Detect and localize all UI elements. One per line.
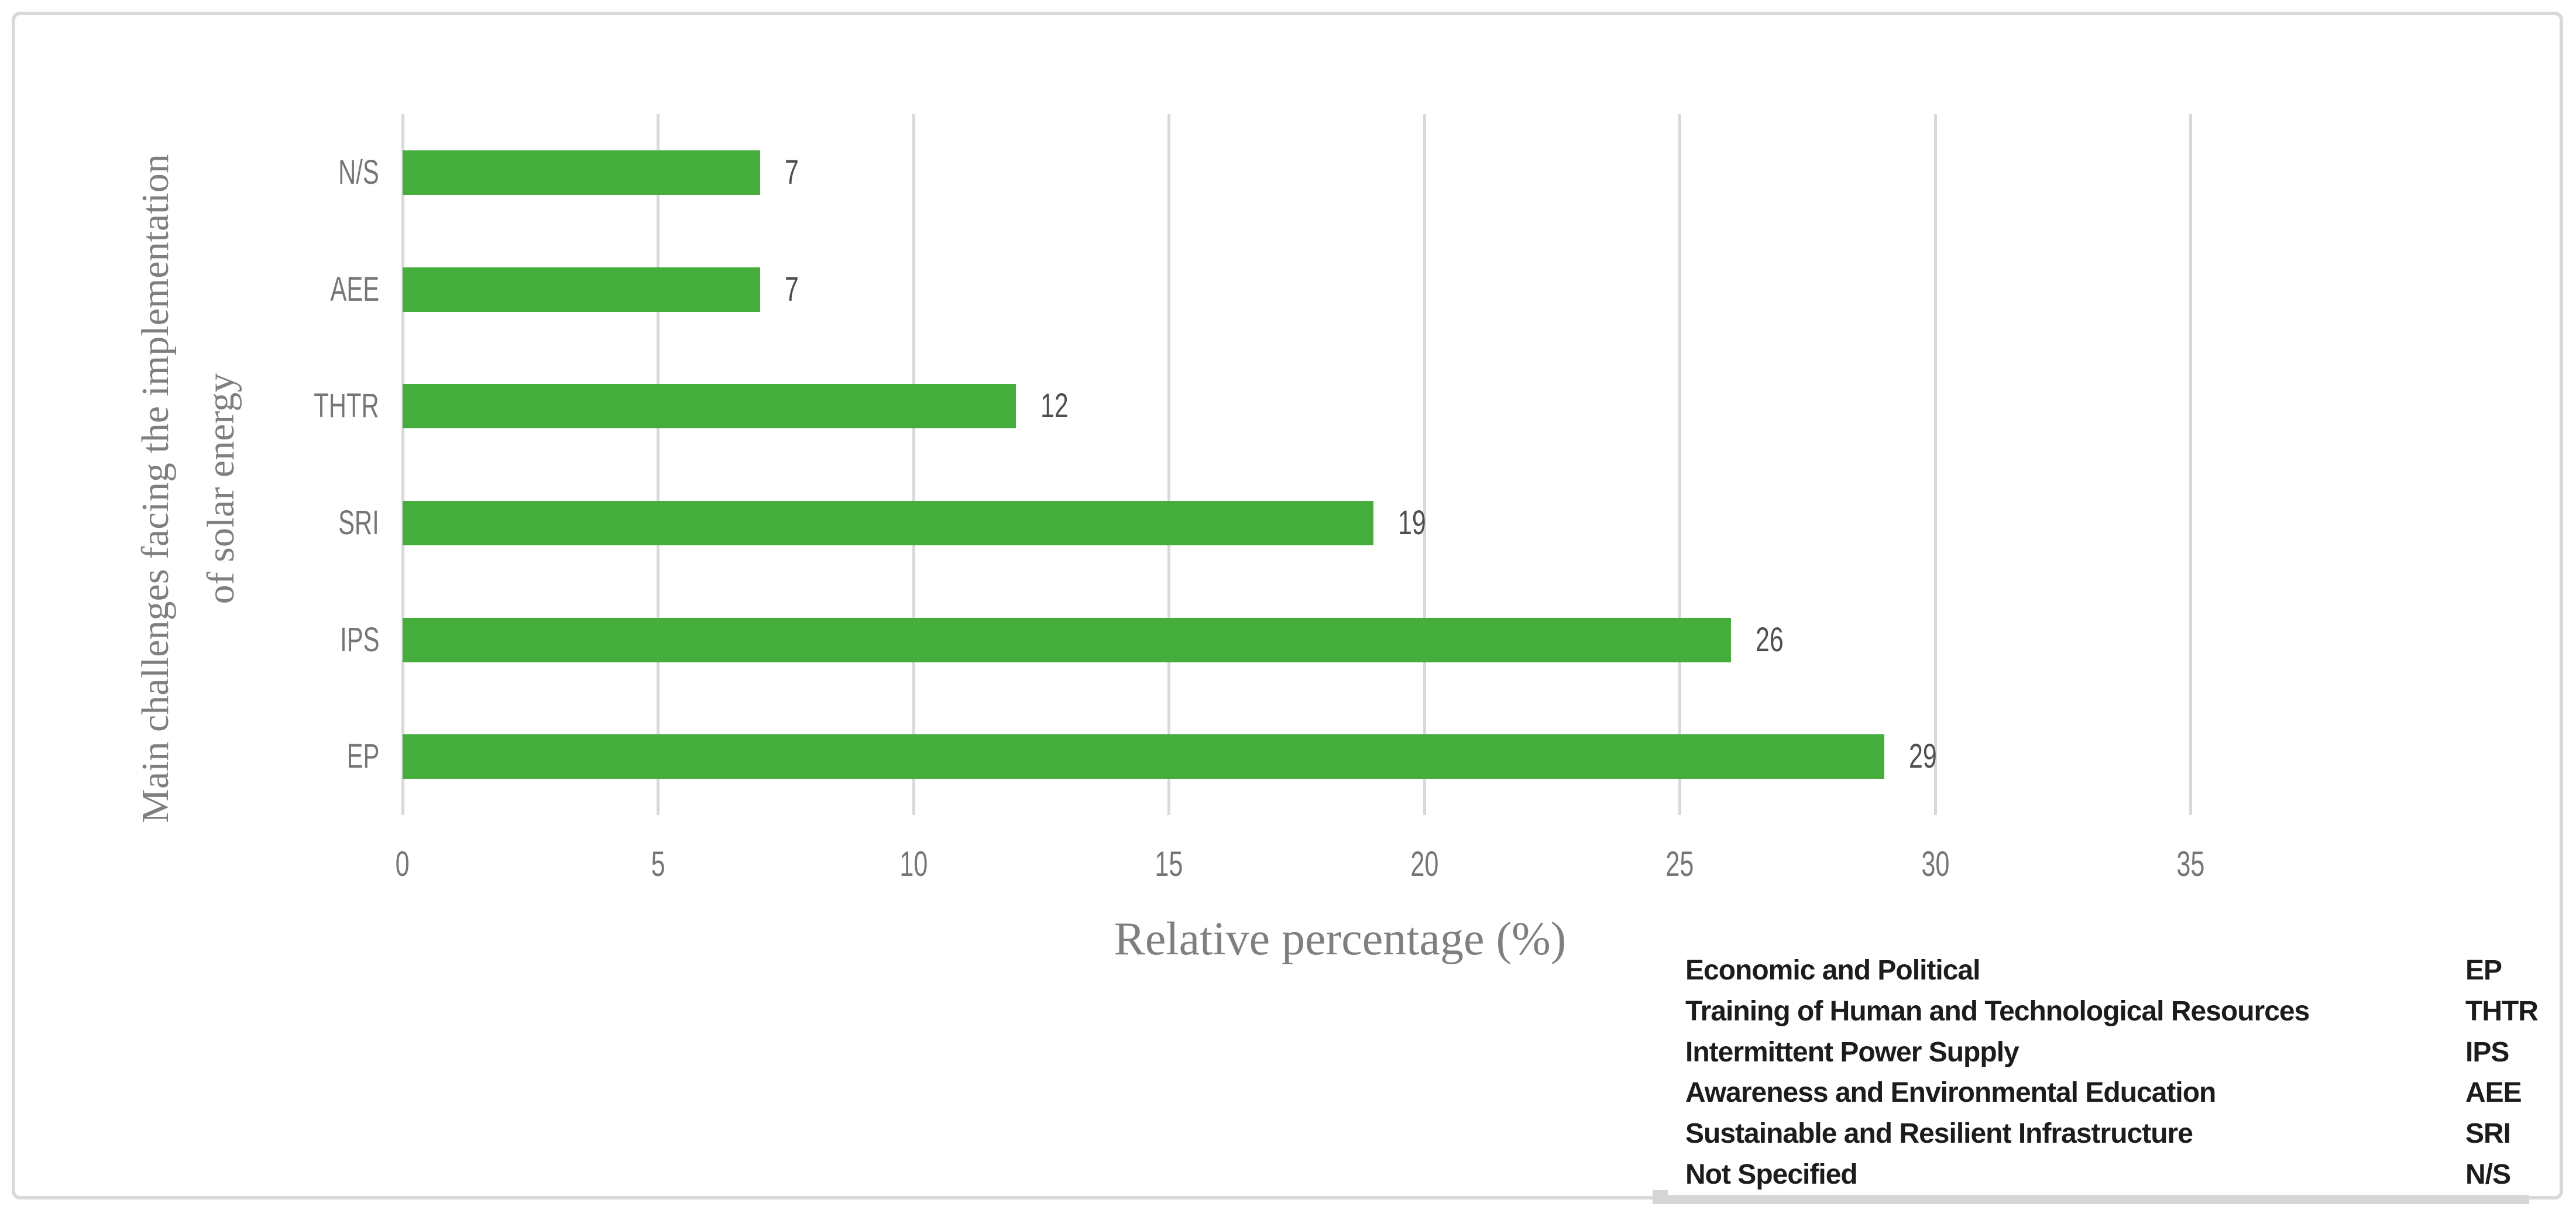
legend-label: Awareness and Environmental Education [1685, 1077, 2216, 1109]
gridline-x-30 [1933, 114, 1937, 815]
legend-table: Economic and Political EP Training of Huma… [1668, 950, 2548, 1195]
bar-ips [403, 617, 1731, 662]
gridline-x-5 [657, 114, 660, 815]
category-label-text: THTR [314, 387, 379, 425]
y-axis-title-line2: of solar energy [200, 373, 243, 604]
category-label-ep: EP [145, 734, 379, 779]
x-tick-value: 20 [1410, 844, 1439, 884]
category-label-sri: SRI [145, 501, 379, 545]
category-label-thtr: THTR [145, 384, 379, 428]
y-axis-title: Main challenges facing the implementatio… [123, 108, 263, 869]
legend-row-ips: Intermittent Power Supply IPS [1668, 1032, 2548, 1072]
x-tick-value: 5 [651, 844, 665, 884]
data-label-value: 19 [1397, 503, 1426, 542]
legend-abbreviation: AEE [2465, 1077, 2522, 1109]
data-label-value: 12 [1040, 387, 1069, 425]
category-label-text: N/S [338, 153, 379, 191]
gridline-x-35 [2189, 114, 2192, 815]
gridline-x-0 [401, 114, 404, 815]
data-label-value: 26 [1755, 620, 1784, 659]
category-label-ips: IPS [145, 618, 379, 662]
category-label-aee: AEE [145, 267, 379, 312]
category-label-text: EP [346, 737, 379, 776]
y-axis-title-line1: Main challenges facing the implementatio… [134, 154, 177, 823]
x-tick-value: 0 [395, 844, 410, 884]
x-tick-value: 35 [2176, 844, 2205, 884]
x-tick-label: 15 [1099, 844, 1239, 885]
legend-abbreviation: SRI [2465, 1118, 2511, 1149]
legend-label: Not Specified [1685, 1159, 1858, 1190]
data-label-value: 7 [785, 153, 799, 191]
legend-abbreviation: N/S [2465, 1159, 2511, 1190]
gridline-x-15 [1167, 114, 1170, 815]
x-tick-value: 30 [1921, 844, 1950, 884]
x-tick-label: 25 [1610, 844, 1750, 885]
category-label-text: AEE [330, 270, 379, 308]
x-tick-label: 5 [588, 844, 729, 885]
category-label-ns: N/S [145, 150, 379, 195]
x-tick-value: 10 [899, 844, 928, 884]
legend-row-aee: Awareness and Environmental Education AEE [1668, 1072, 2548, 1113]
legend-row-ns: Not Specified N/S [1668, 1154, 2548, 1195]
category-label-text: IPS [339, 620, 379, 659]
data-label-ns: 7 [785, 153, 803, 191]
legend-abbreviation: THTR [2465, 995, 2539, 1027]
data-label-value: 7 [785, 270, 799, 308]
legend-label: Training of Human and Technological Reso… [1685, 995, 2310, 1027]
category-label-text: SRI [338, 503, 379, 542]
legend-row-ep: Economic and Political EP [1668, 950, 2548, 991]
x-tick-label: 20 [1354, 844, 1495, 885]
data-label-ips: 26 [1756, 621, 1794, 659]
legend-abbreviation: EP [2465, 955, 2502, 986]
legend-row-sri: Sustainable and Resilient Infrastructure… [1668, 1113, 2548, 1154]
bar-sri [403, 500, 1373, 545]
data-label-sri: 19 [1398, 504, 1436, 542]
data-label-aee: 7 [785, 270, 803, 308]
bar-thtr [403, 384, 1016, 429]
x-tick-value: 15 [1155, 844, 1183, 884]
legend-label: Economic and Political [1685, 955, 1980, 986]
legend-row-thtr: Training of Human and Technological Reso… [1668, 991, 2548, 1032]
x-tick-label: 35 [2121, 844, 2261, 885]
x-tick-label: 10 [843, 844, 984, 885]
gridline-x-10 [912, 114, 915, 815]
x-axis-title: Relative percentage (%) [1114, 913, 1567, 965]
data-label-thtr: 12 [1040, 387, 1079, 425]
bar-ns [403, 150, 761, 195]
bar-ep [403, 734, 1884, 779]
legend-label: Intermittent Power Supply [1685, 1036, 2019, 1068]
x-tick-label: 30 [1865, 844, 2005, 885]
gridline-x-25 [1678, 114, 1681, 815]
legend-label: Sustainable and Resilient Infrastructure [1685, 1118, 2193, 1149]
data-label-ep: 29 [1909, 738, 1947, 775]
x-tick-label: 0 [332, 844, 473, 885]
gridline-x-20 [1423, 114, 1426, 815]
legend-abbreviation: IPS [2465, 1036, 2509, 1068]
data-label-value: 29 [1908, 737, 1937, 776]
bar-aee [403, 267, 761, 312]
x-tick-value: 25 [1665, 844, 1694, 884]
